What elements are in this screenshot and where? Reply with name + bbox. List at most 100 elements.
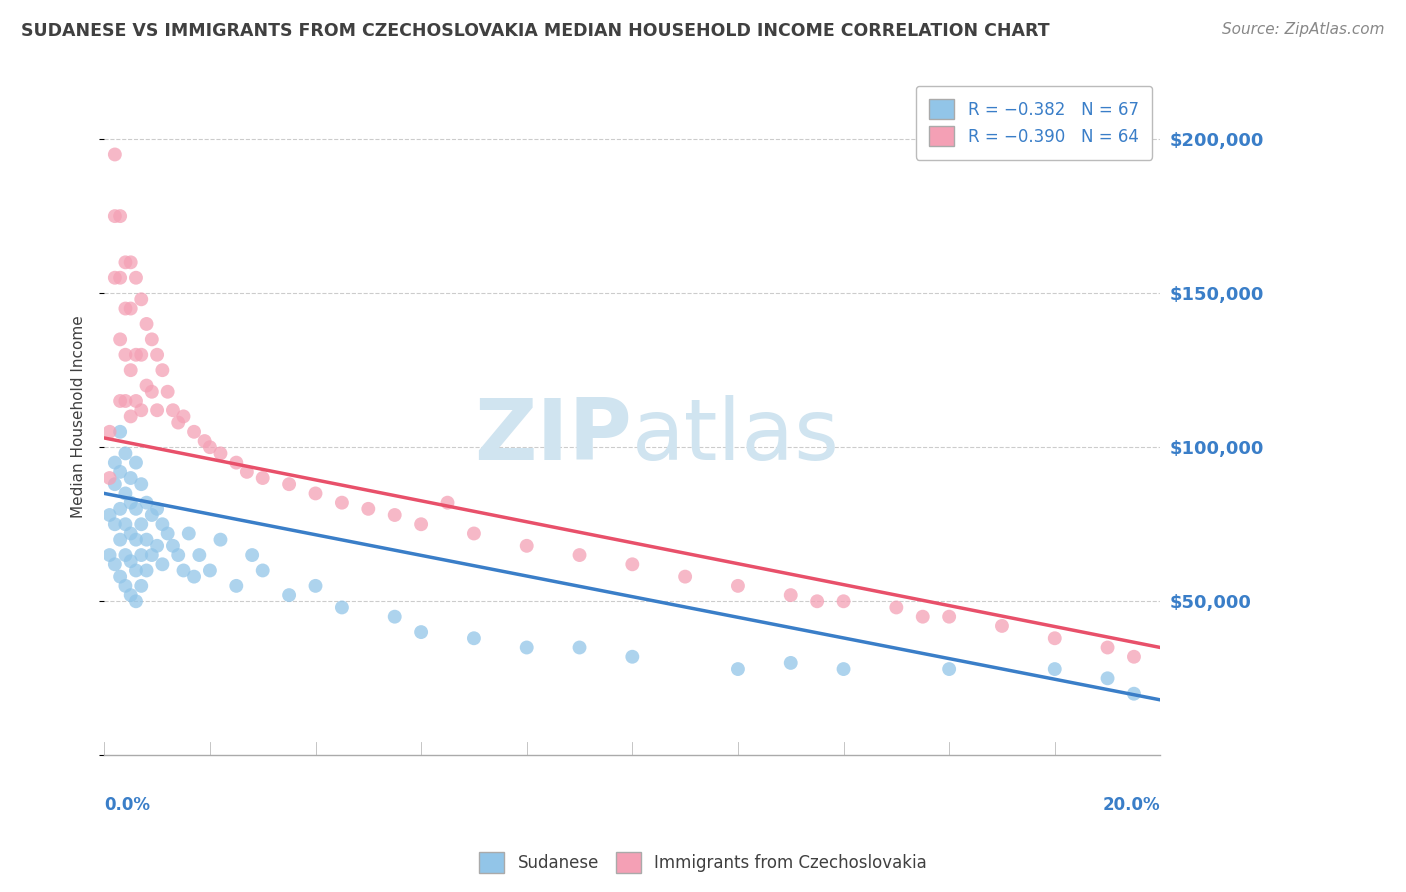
Point [125, 456, 148, 470]
Point [104, 270, 127, 285]
Point [146, 403, 169, 417]
Point [225, 579, 247, 593]
Point [120, 588, 142, 602]
Point [173, 409, 195, 424]
Point [209, 533, 232, 547]
Point [183, 569, 205, 583]
Point [183, 425, 205, 439]
Point [194, 434, 217, 448]
Point [188, 548, 211, 562]
Point [104, 209, 127, 223]
Point [104, 456, 127, 470]
Legend: R = −0.382   N = 67, R = −0.390   N = 64: R = −0.382 N = 67, R = −0.390 N = 64 [917, 86, 1152, 160]
Point [516, 640, 538, 655]
Point [938, 662, 960, 676]
Point [141, 384, 163, 399]
Point [114, 348, 136, 362]
Point [236, 465, 259, 479]
Point [150, 363, 173, 377]
Point [150, 558, 173, 572]
Point [198, 440, 221, 454]
Point [125, 348, 148, 362]
Point [114, 301, 136, 316]
Point [114, 579, 136, 593]
Point [727, 662, 749, 676]
Point [198, 564, 221, 578]
Point [98, 508, 121, 522]
Point [135, 564, 157, 578]
Point [832, 662, 855, 676]
Point [108, 425, 131, 439]
Point [330, 600, 353, 615]
Point [104, 147, 127, 161]
Point [141, 548, 163, 562]
Point [98, 471, 121, 485]
Point [779, 588, 801, 602]
Point [120, 255, 142, 269]
Point [125, 501, 148, 516]
Point [1043, 662, 1066, 676]
Point [1043, 632, 1066, 646]
Point [177, 526, 200, 541]
Point [108, 270, 131, 285]
Point [252, 564, 274, 578]
Point [357, 501, 380, 516]
Point [129, 348, 152, 362]
Point [129, 548, 152, 562]
Point [125, 394, 148, 409]
Point [114, 486, 136, 500]
Point [209, 446, 232, 460]
Point [621, 649, 644, 664]
Point [104, 517, 127, 532]
Point [129, 517, 152, 532]
Point [129, 403, 152, 417]
Point [108, 501, 131, 516]
Point [141, 508, 163, 522]
Point [120, 301, 142, 316]
Y-axis label: Median Household Income: Median Household Income [72, 315, 86, 517]
Point [911, 609, 934, 624]
Text: ZIP: ZIP [475, 395, 633, 478]
Point [173, 564, 195, 578]
Point [384, 609, 406, 624]
Point [129, 579, 152, 593]
Point [114, 394, 136, 409]
Point [156, 526, 179, 541]
Point [252, 471, 274, 485]
Point [108, 569, 131, 583]
Point [568, 548, 591, 562]
Text: 20.0%: 20.0% [1102, 796, 1160, 814]
Point [621, 558, 644, 572]
Point [411, 517, 433, 532]
Point [120, 526, 142, 541]
Point [436, 496, 458, 510]
Point [806, 594, 828, 608]
Point [938, 609, 960, 624]
Point [108, 465, 131, 479]
Point [278, 477, 301, 491]
Point [114, 548, 136, 562]
Point [568, 640, 591, 655]
Point [162, 403, 184, 417]
Point [411, 625, 433, 640]
Point [727, 579, 749, 593]
Point [120, 409, 142, 424]
Text: 0.0%: 0.0% [104, 796, 150, 814]
Point [114, 255, 136, 269]
Point [120, 496, 142, 510]
Point [146, 348, 169, 362]
Point [98, 425, 121, 439]
Point [146, 539, 169, 553]
Point [167, 416, 190, 430]
Point [304, 579, 326, 593]
Point [129, 293, 152, 307]
Point [225, 456, 247, 470]
Point [125, 270, 148, 285]
Point [120, 554, 142, 568]
Point [384, 508, 406, 522]
Point [120, 363, 142, 377]
Point [463, 632, 485, 646]
Point [114, 517, 136, 532]
Point [779, 656, 801, 670]
Point [1097, 671, 1119, 685]
